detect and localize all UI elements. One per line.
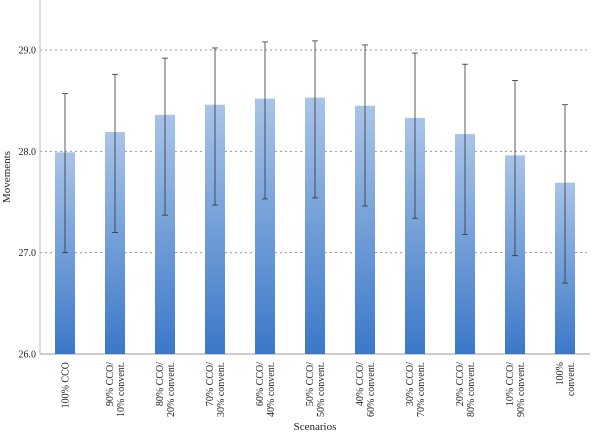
bar <box>355 105 375 354</box>
x-category-label: 90% CCO/10% convent. <box>105 362 127 417</box>
bar <box>455 134 475 354</box>
x-tick-label: 30% CCO/ <box>405 362 416 406</box>
x-category-label: 70% CCO/30% convent. <box>205 362 227 417</box>
x-tick-label: 50% convent. <box>316 362 327 417</box>
x-tick-label: 70% CCO/ <box>205 362 216 406</box>
x-tick-label: 60% convent. <box>366 362 377 417</box>
x-category-label: 10% CCO/90% convent. <box>505 362 527 417</box>
x-category-label: 30% CCO/70% convent. <box>405 362 427 417</box>
x-tick-label: 100% <box>555 362 566 385</box>
bar <box>405 117 425 354</box>
bar <box>255 98 275 354</box>
x-tick-label: 20% CCO/ <box>455 362 466 406</box>
x-tick-label: 30% convent. <box>216 362 227 417</box>
y-tick-label: 28.0 <box>19 147 37 158</box>
bar <box>155 114 175 354</box>
x-tick-label: 20% convent. <box>166 362 177 417</box>
x-category-label: 100% CCO <box>61 362 72 408</box>
x-category-label: 60% CCO/40% convent. <box>255 362 277 417</box>
x-category-label: 40% CCO/60% convent. <box>355 362 377 417</box>
y-tick-label: 27.0 <box>19 248 37 259</box>
x-tick-label: 80% convent. <box>466 362 477 417</box>
x-tick-label: 70% convent. <box>416 362 427 417</box>
bar <box>55 152 75 354</box>
x-tick-label: 40% CCO/ <box>355 362 366 406</box>
y-axis-title: Movements <box>1 151 13 203</box>
bar-layer <box>55 97 575 355</box>
x-category-label: 50% CCO/50% convent. <box>305 362 327 417</box>
bar <box>205 104 225 354</box>
y-tick-label: 29.0 <box>19 46 37 57</box>
bar <box>105 132 125 354</box>
x-category-labels: 100% CCO 90% CCO/10% convent. 80% CCO/20% … <box>61 362 578 417</box>
x-category-label: 20% CCO/80% convent. <box>455 362 477 417</box>
bar <box>305 97 325 355</box>
error-layer <box>62 40 568 284</box>
x-axis-title: Scenarios <box>294 421 337 433</box>
x-tick-label: 10% CCO/ <box>505 362 516 406</box>
x-tick-label: 90% convent. <box>516 362 527 417</box>
y-tick-label: 26.0 <box>19 350 37 361</box>
x-tick-label: 40% convent. <box>266 362 277 417</box>
y-tick-labels: 26.0 27.0 28.0 29.0 <box>19 46 37 361</box>
x-tick-label: 100% CCO <box>61 362 72 408</box>
x-tick-label: convent. <box>566 362 577 396</box>
x-tick-label: 90% CCO/ <box>105 362 116 406</box>
x-tick-label: 60% CCO/ <box>255 362 266 406</box>
x-category-label: 100% convent. <box>555 362 577 396</box>
x-tick-label: 10% convent. <box>116 362 127 417</box>
x-tick-label: 50% CCO/ <box>305 362 316 406</box>
x-tick-label: 80% CCO/ <box>155 362 166 406</box>
x-category-label: 80% CCO/20% convent. <box>155 362 177 417</box>
